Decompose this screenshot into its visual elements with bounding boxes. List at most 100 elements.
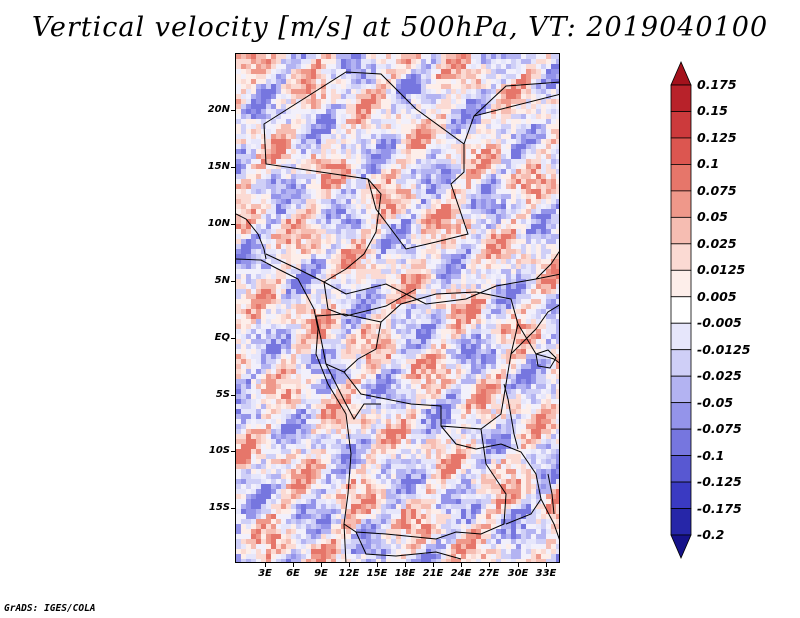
lon-tick	[489, 563, 490, 567]
lon-tick	[265, 563, 266, 567]
colorbar	[670, 60, 692, 560]
lon-tick	[461, 563, 462, 567]
lake-malawi	[547, 473, 555, 515]
border-zambia-south	[355, 531, 462, 560]
border-central	[323, 273, 559, 305]
colorbar-label: 0.15	[697, 103, 728, 119]
colorbar-label: 0.175	[697, 77, 737, 92]
border-east-lakes	[510, 304, 559, 355]
colorbar-label: 0.1	[697, 156, 720, 172]
colorbar-label: -0.125	[697, 474, 742, 490]
vertical-velocity-field	[236, 54, 559, 562]
grads-credit: GrADS: IGES/COLA	[4, 603, 96, 614]
lat-label: 20N	[207, 104, 230, 115]
colorbar-label: 0.05	[697, 209, 728, 225]
colorbar-cell	[670, 111, 692, 139]
border-sahara	[263, 71, 469, 250]
lon-tick	[405, 563, 406, 567]
colorbar-cell	[670, 243, 692, 271]
colorbar-label: 0.005	[697, 288, 737, 304]
border-congo-north	[265, 253, 417, 317]
colorbar-cell	[670, 322, 692, 351]
colorbar-cell	[670, 375, 692, 404]
lon-label: 6E	[286, 568, 300, 579]
colorbar-cell	[670, 296, 692, 324]
colorbar-label: 0.125	[697, 129, 737, 145]
colorbar-cell	[670, 84, 692, 112]
lat-tick	[231, 167, 235, 168]
lon-tick	[293, 563, 294, 567]
lon-label: 24E	[450, 568, 472, 579]
colorbar-cap-top	[670, 60, 692, 86]
lon-tick	[349, 563, 350, 567]
colorbar-cell	[670, 216, 692, 245]
colorbar-cell	[670, 349, 692, 377]
colorbar-cell	[670, 190, 692, 218]
colorbar-cell	[670, 508, 692, 536]
lon-tick	[377, 563, 378, 567]
lon-label: 21E	[422, 568, 444, 579]
border-zambia	[440, 425, 542, 525]
colorbar-label: 0.0125	[697, 262, 746, 278]
lon-label: 33E	[535, 568, 557, 579]
map-panel	[235, 53, 560, 563]
border-gabon	[315, 313, 382, 373]
border-chad-west	[323, 178, 382, 283]
lat-label: 5N	[214, 275, 230, 286]
lat-label: EQ	[214, 332, 230, 343]
map-title: Vertical velocity [m/s] at 500hPa, VT: 2…	[31, 12, 769, 43]
colorbar-cell	[670, 137, 692, 165]
border-northeast	[473, 81, 559, 117]
colorbar-cell	[670, 402, 692, 430]
lon-label: 9E	[314, 568, 328, 579]
lake-victoria	[535, 349, 557, 369]
lon-label: 12E	[338, 568, 360, 579]
border-mozambique	[540, 498, 559, 540]
lake-tanganyika	[503, 383, 519, 450]
border-angola	[343, 371, 507, 540]
colorbar-label: -0.1	[697, 447, 725, 463]
lat-label: 15S	[208, 502, 230, 513]
lat-label: 10S	[208, 445, 230, 456]
lon-tick	[518, 563, 519, 567]
colorbar-cell	[670, 269, 692, 298]
lon-label: 3E	[258, 568, 272, 579]
colorbar-label: -0.05	[697, 394, 734, 410]
lon-label: 18E	[394, 568, 416, 579]
lon-label: 27E	[478, 568, 500, 579]
lat-label: 5S	[215, 389, 230, 400]
colorbar-cell	[670, 164, 692, 192]
border-east	[535, 251, 559, 280]
coastline	[236, 258, 352, 562]
lat-tick	[231, 110, 235, 111]
border-tanzania	[517, 323, 559, 364]
colorbar-label: -0.175	[697, 500, 742, 516]
colorbar-label: -0.2	[697, 527, 725, 542]
lon-tick	[321, 563, 322, 567]
colorbar-cell	[670, 428, 692, 456]
colorbar-label: 0.025	[697, 235, 737, 251]
lon-tick	[546, 563, 547, 567]
colorbar-label: -0.075	[697, 421, 742, 437]
colorbar-cap-bottom	[670, 534, 692, 560]
lon-label: 30E	[507, 568, 529, 579]
lat-tick	[231, 338, 235, 339]
border-congo-basin	[380, 291, 519, 430]
lat-tick	[231, 508, 235, 509]
border-drc-angola	[325, 363, 381, 420]
coastline-guinea	[236, 213, 267, 260]
lon-label: 15E	[366, 568, 388, 579]
colorbar-label: -0.025	[697, 368, 742, 384]
lon-tick	[433, 563, 434, 567]
lat-tick	[231, 281, 235, 282]
lat-tick	[231, 451, 235, 452]
lat-label: 15N	[207, 161, 230, 172]
colorbar-label: 0.075	[697, 182, 737, 198]
colorbar-label: -0.0125	[697, 341, 751, 357]
lat-tick	[231, 224, 235, 225]
lat-tick	[231, 395, 235, 396]
colorbar-cell	[670, 455, 692, 483]
colorbar-label: -0.005	[697, 315, 742, 331]
country-borders	[236, 71, 559, 562]
lat-label: 10N	[207, 218, 230, 229]
